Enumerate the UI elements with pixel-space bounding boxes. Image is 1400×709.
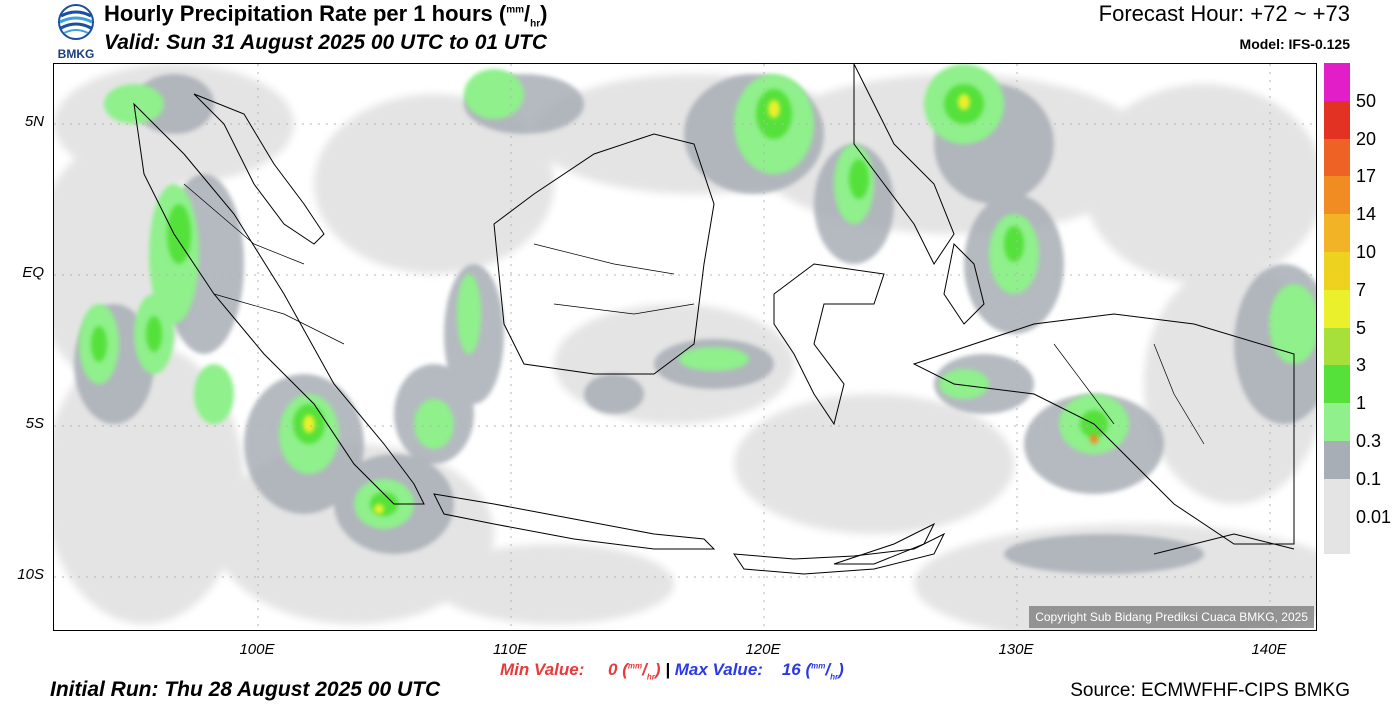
graticule xyxy=(54,64,1316,630)
lat-label-eq: EQ xyxy=(22,264,44,281)
map-canvas xyxy=(54,64,1316,630)
min-value: Min Value: 0 (mm/hr) xyxy=(500,660,661,682)
forecast-hour: Forecast Hour: +72 ~ +73 xyxy=(1098,1,1350,26)
timor-coast xyxy=(833,522,936,565)
lat-label-5n: 5N xyxy=(24,113,44,130)
legend-label: 0.1 xyxy=(1356,468,1382,489)
model-label: Model: IFS-0.125 xyxy=(1239,36,1350,52)
copyright-notice: Copyright Sub Bidang Prediksi Cuaca BMKG… xyxy=(1029,606,1314,628)
sulawesi-coast xyxy=(773,263,885,426)
lon-label-100e: 100E xyxy=(239,641,275,658)
legend-color xyxy=(1324,440,1350,479)
precip-legend xyxy=(1324,63,1350,555)
legend-label: 0.01 xyxy=(1356,506,1392,527)
valid-time: Valid: Sun 31 August 2025 00 UTC to 01 U… xyxy=(104,31,548,54)
province-borders xyxy=(183,183,1205,445)
lon-label-130e: 130E xyxy=(998,641,1034,658)
australia-coast xyxy=(1153,533,1295,555)
borneo-coast xyxy=(493,133,715,375)
legend-color xyxy=(1324,289,1350,328)
legend-color xyxy=(1324,327,1350,366)
bmkg-logo: BMKG xyxy=(58,4,95,60)
legend-color xyxy=(1324,516,1350,555)
lon-label-120e: 120E xyxy=(745,641,781,658)
min-max-values: Min Value: 0 (mm/hr) | Max Value: 16 (mm… xyxy=(500,660,844,681)
max-value: Max Value: 16 (mm/hr) xyxy=(674,660,844,682)
legend-label: 5 xyxy=(1356,317,1367,338)
intense-rain-layer xyxy=(303,94,1098,514)
logo-text: BMKG xyxy=(58,47,95,60)
data-source: Source: ECMWFHF-CIPS BMKG xyxy=(1070,680,1350,701)
legend-label: 1 xyxy=(1356,393,1367,414)
legend-color xyxy=(1324,403,1350,441)
philippines-coast xyxy=(853,64,955,265)
coastlines xyxy=(133,64,1295,575)
legend-label: 17 xyxy=(1356,166,1377,187)
lat-label-5s: 5S xyxy=(25,415,44,432)
java-coast xyxy=(433,493,716,550)
legend-color xyxy=(1324,365,1350,404)
initial-run: Initial Run: Thu 28 August 2025 00 UTC xyxy=(50,678,441,701)
legend-label: 10 xyxy=(1356,242,1377,262)
legend-label: 14 xyxy=(1356,204,1377,225)
legend-color xyxy=(1324,251,1350,290)
lon-label-110e: 110E xyxy=(493,641,527,658)
sumatra-coast xyxy=(133,102,425,505)
legend-label: 3 xyxy=(1356,355,1367,376)
legend-color-top xyxy=(1324,63,1350,101)
halmahera-coast xyxy=(943,242,985,325)
separator: | xyxy=(665,660,671,679)
chart-title: Hourly Precipitation Rate per 1 hours (m… xyxy=(104,1,548,30)
legend-color xyxy=(1324,138,1350,177)
legend-label: 7 xyxy=(1356,279,1367,300)
legend-label: 20 xyxy=(1356,128,1377,149)
legend-color xyxy=(1324,100,1350,139)
nusa-tenggara-coast xyxy=(733,532,946,575)
legend-label: 0.3 xyxy=(1356,431,1382,451)
legend-color xyxy=(1324,176,1350,215)
precipitation-map: Copyright Sub Bidang Prediksi Cuaca BMKG… xyxy=(53,63,1317,631)
legend-label: 50 xyxy=(1356,90,1377,111)
legend-color xyxy=(1324,214,1350,252)
malaysia-coast xyxy=(193,93,325,245)
legend-color xyxy=(1324,478,1350,517)
lon-label-140e: 140E xyxy=(1251,641,1287,658)
papua-coast xyxy=(912,313,1295,545)
lat-label-10s: 10S xyxy=(17,566,44,583)
